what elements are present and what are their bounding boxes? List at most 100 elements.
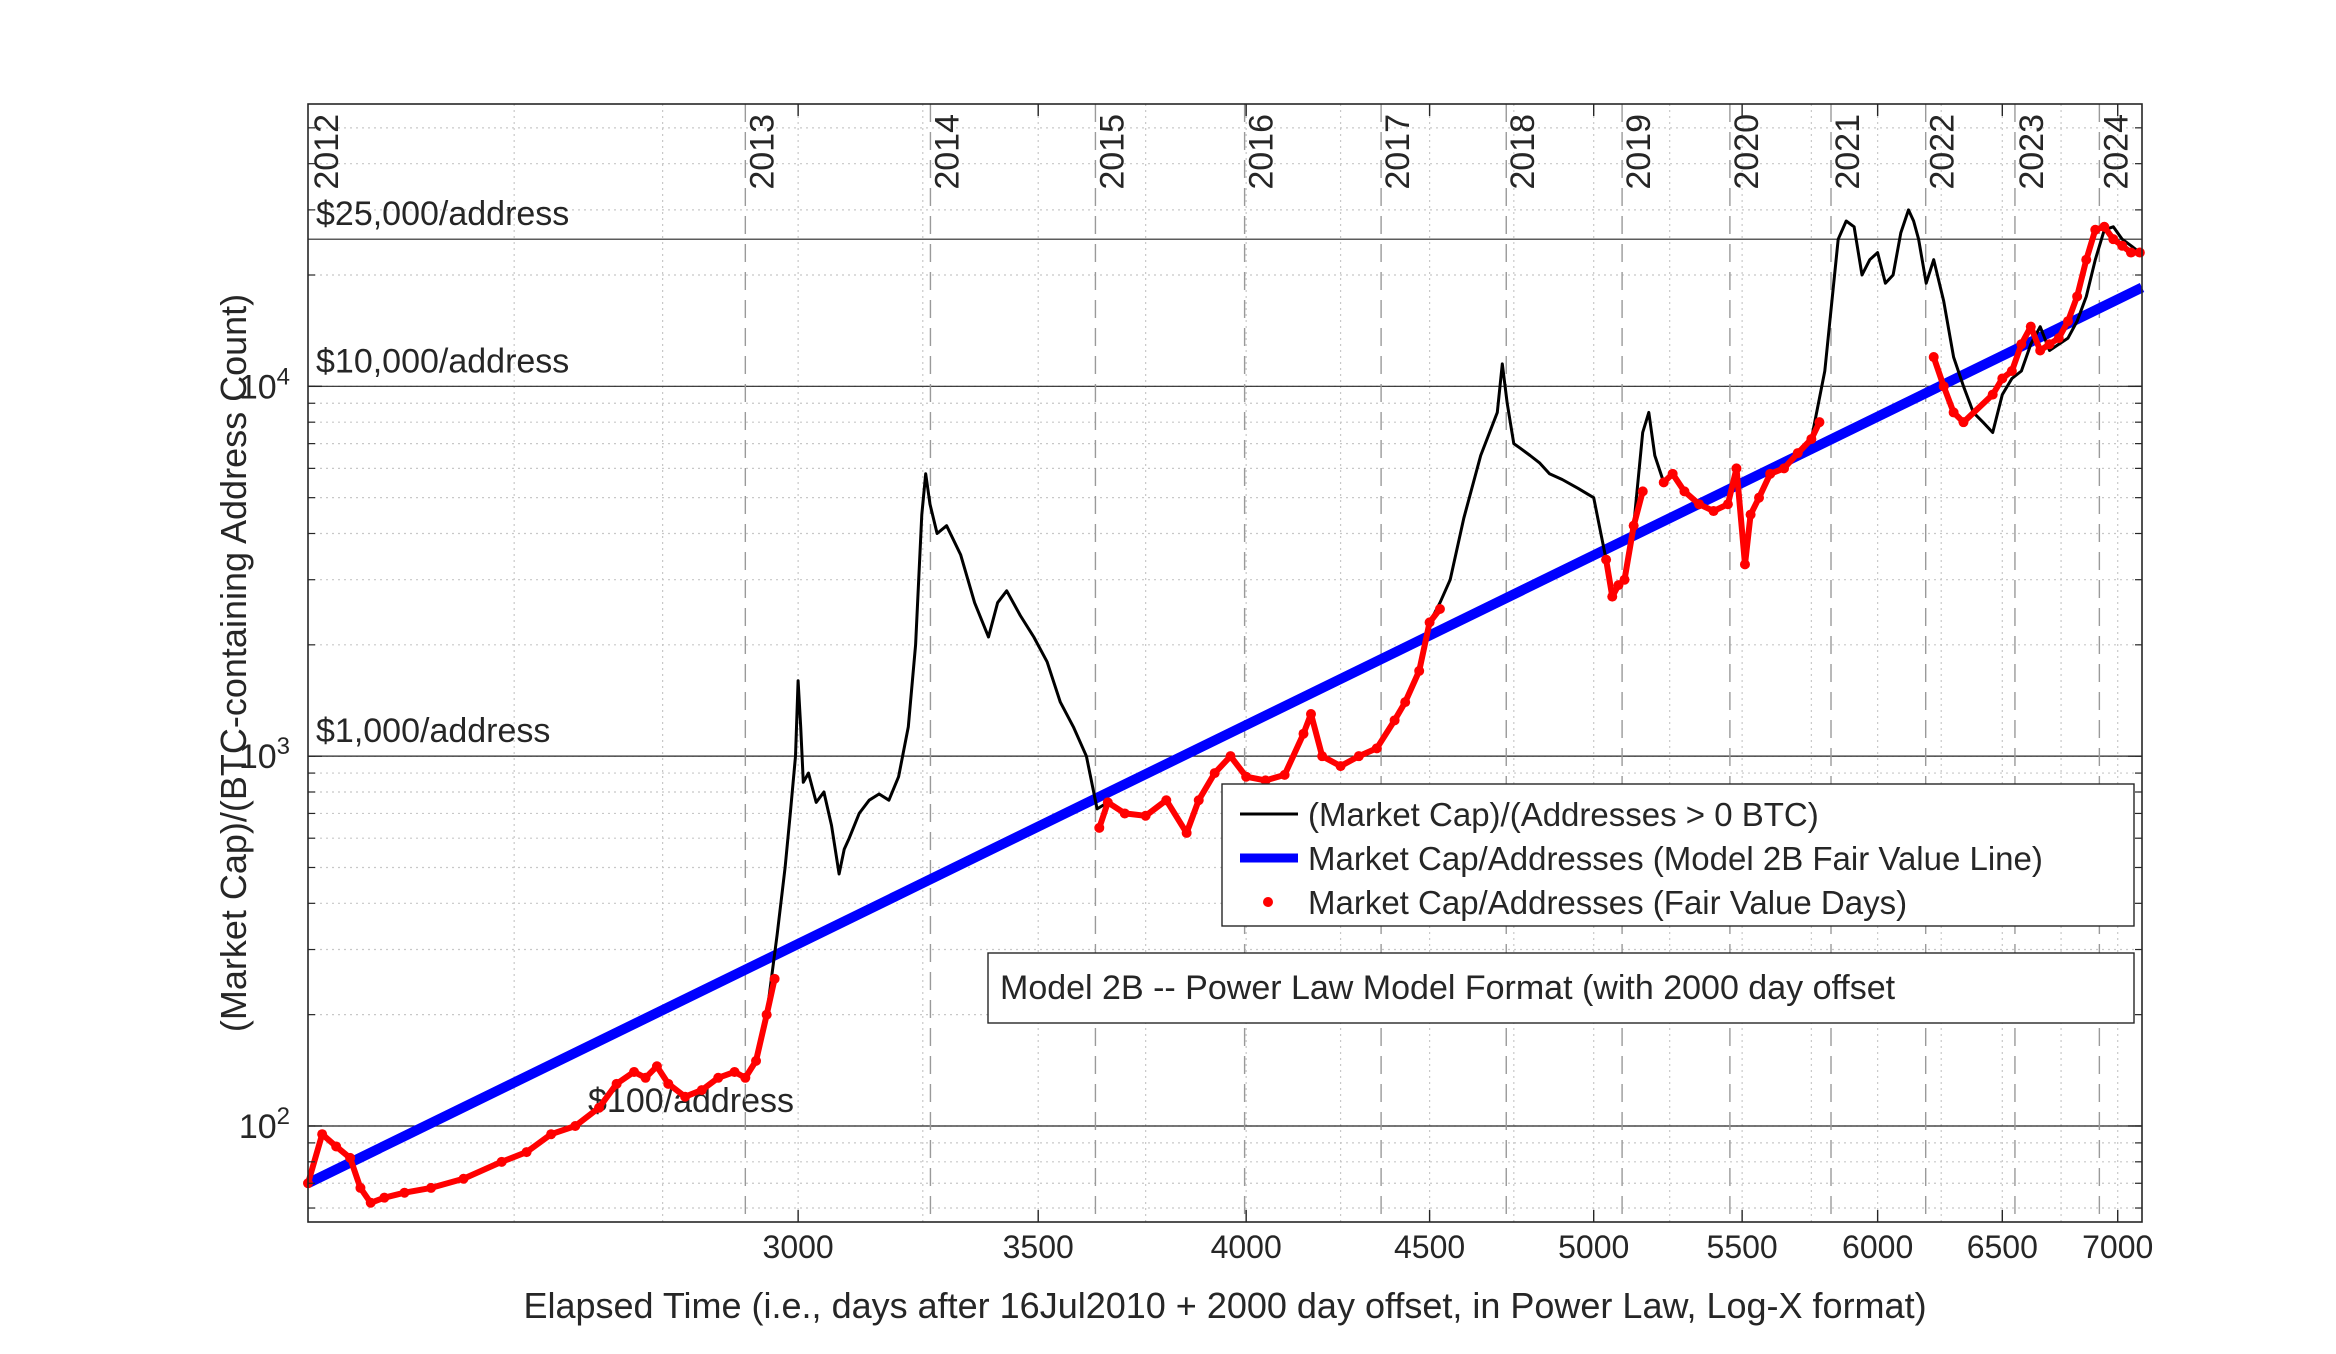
fair-value-day-point: [1400, 697, 1411, 708]
x-axis-label: Elapsed Time (i.e., days after 16Jul2010…: [523, 1285, 1926, 1326]
fair-value-day-point: [2035, 345, 2046, 356]
year-label-2020: 2020: [1728, 114, 1766, 190]
x-tick-label-6000: 6000: [1842, 1229, 1913, 1265]
fair-value-day-point: [2025, 321, 2036, 332]
year-label-2017: 2017: [1379, 114, 1417, 190]
fair-value-day-point: [2081, 254, 2092, 265]
year-label-2024: 2024: [2097, 114, 2135, 190]
fair-value-day-point: [521, 1147, 532, 1158]
fair-value-day-point: [1658, 477, 1669, 488]
fair-value-day-point: [1335, 761, 1346, 772]
y-axis-label: (Market Cap)/(BTC-containing Address Cou…: [213, 294, 254, 1032]
fair-value-day-point: [1679, 486, 1690, 497]
fair-value-day-point: [2006, 366, 2017, 377]
y-tick-label-100: 102: [239, 1103, 290, 1146]
axis-ticks: 3000 3500 4000 4500 5000 5500 6000 6500 7000 102 1…: [239, 104, 2153, 1265]
year-markers: 2012 2013 2014 2015 2016 2017 2018 2019 2020 2021…: [308, 104, 2135, 1222]
reference-label-1-000-address: $1,000/address: [316, 712, 550, 750]
fair-value-day-point: [769, 973, 780, 984]
reference-label-100-address: $100/address: [588, 1082, 794, 1120]
plot-frame: [307, 103, 2143, 1223]
annotation-frame: [987, 952, 2135, 1024]
fair-value-day-point: [355, 1182, 366, 1193]
x-tick-label-4000: 4000: [1211, 1229, 1282, 1265]
fair-value-day-point: [365, 1197, 376, 1208]
fair-value-day-point: [458, 1173, 469, 1184]
fair-value-day-point: [2117, 240, 2128, 251]
fair-value-day-point: [1279, 769, 1290, 780]
x-tick-label-3500: 3500: [1003, 1229, 1074, 1265]
annotation-box: Model 2B -- Power Law Model Format (with…: [987, 952, 2135, 1024]
fair-value-day-point: [1722, 499, 1733, 510]
fair-value-day-point: [1928, 352, 1939, 363]
fair-value-day-point: [1371, 743, 1382, 754]
fair-value-day-point: [1792, 448, 1803, 459]
fair-value-day-point: [1628, 520, 1639, 531]
x-tick-label-5000: 5000: [1558, 1229, 1629, 1265]
x-tick-label-6500: 6500: [1967, 1229, 2038, 1265]
year-label-2013: 2013: [743, 114, 781, 190]
year-label-2016: 2016: [1243, 114, 1281, 190]
fair-value-day-point: [331, 1141, 342, 1152]
fair-value-day-point: [1225, 751, 1236, 762]
fair-value-day-point: [663, 1078, 674, 1089]
fair-value-day-point: [1814, 417, 1825, 428]
fair-value-day-point: [1119, 808, 1130, 819]
fair-value-day-point: [594, 1102, 605, 1113]
fair-value-day-point: [345, 1152, 356, 1163]
annotation-text: Model 2B -- Power Law Model Format (with…: [1000, 969, 1896, 1007]
fair-value-day-point: [546, 1129, 557, 1140]
fair-value-day-point: [1305, 709, 1316, 720]
fair-value-day-point: [2134, 247, 2145, 258]
fair-value-day-point: [1209, 768, 1220, 779]
fair-value-day-point: [399, 1187, 410, 1198]
reference-lines: $25,000/address $10,000/address $1,000/add…: [308, 195, 2142, 1127]
year-label-2018: 2018: [1504, 114, 1542, 190]
fair-value-day-point: [1607, 591, 1618, 602]
fair-value-day-point: [1260, 775, 1271, 786]
fair-value-day-point: [761, 1009, 772, 1020]
fair-value-day-point: [1745, 509, 1756, 520]
fair-value-day-point: [740, 1072, 751, 1083]
x-tick-label-5500: 5500: [1707, 1229, 1778, 1265]
fair-value-day-point: [640, 1072, 651, 1083]
fair-value-day-point: [1997, 373, 2008, 384]
fair-value-day-point: [2090, 224, 2101, 235]
fair-value-day-point: [1181, 827, 1192, 838]
legend-entry-3-marker: [1263, 897, 1273, 907]
fair-value-day-point: [1754, 492, 1765, 503]
year-label-2019: 2019: [1620, 114, 1658, 190]
year-label-2023: 2023: [2013, 114, 2051, 190]
fair-value-day-point: [1353, 751, 1364, 762]
fair-value-day-point: [2072, 291, 2083, 302]
legend-entry-1-label: (Market Cap)/(Addresses > 0 BTC): [1308, 796, 1819, 833]
fair-value-day-point: [1389, 715, 1400, 726]
fair-value-day-point: [2126, 247, 2137, 258]
fair-value-day-point: [1694, 499, 1705, 510]
fair-value-day-point: [2099, 221, 2110, 232]
year-label-2022: 2022: [1924, 114, 1962, 190]
fair-value-day-point: [1938, 381, 1949, 392]
fair-value-day-point: [2053, 333, 2064, 344]
fair-value-day-point: [1779, 463, 1790, 474]
fair-value-day-point: [611, 1078, 622, 1089]
year-label-2012: 2012: [308, 114, 346, 190]
fair-value-day-point: [1317, 751, 1328, 762]
fair-value-day-point: [1241, 771, 1252, 782]
fair-value-day-point: [496, 1156, 507, 1167]
fair-value-day-point: [2016, 339, 2027, 350]
fair-value-day-point: [1094, 822, 1105, 833]
fair-value-day-point: [2062, 316, 2073, 327]
fair-value-day-point: [713, 1072, 724, 1083]
fair-value-day-point: [1806, 434, 1817, 445]
fair-value-day-point: [1161, 795, 1172, 806]
fair-value-day-point: [1948, 407, 1959, 418]
fair-value-day-point: [1987, 389, 1998, 400]
legend-entry-2-label: Market Cap/Addresses (Model 2B Fair Valu…: [1308, 840, 2043, 877]
fair-value-day-point: [696, 1085, 707, 1096]
fair-value-day-point: [1765, 468, 1776, 479]
fair-value-day-point: [1193, 795, 1204, 806]
fair-value-day-point: [1731, 463, 1742, 474]
